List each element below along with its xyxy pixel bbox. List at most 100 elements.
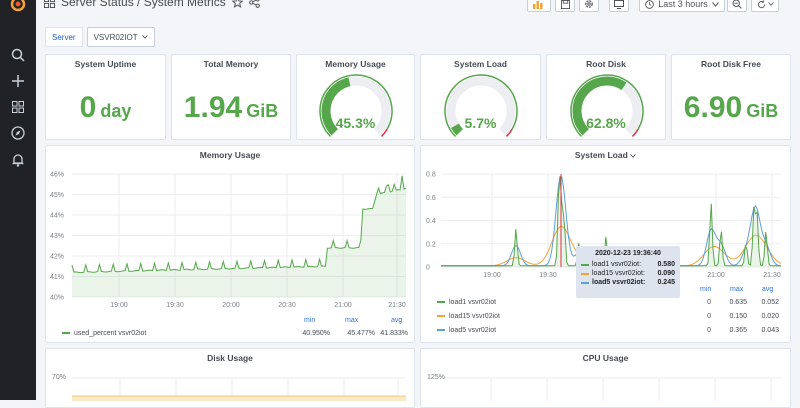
load-legend-min-header: min: [700, 286, 711, 293]
load-legend-series-load5[interactable]: load5 vsvr02iot: [437, 327, 496, 334]
monitor-icon: [614, 0, 624, 9]
load15-legend-min: 0: [686, 313, 711, 320]
legend-swatch: [437, 315, 445, 317]
share-icon[interactable]: [249, 0, 260, 8]
load1-legend-min: 0: [686, 299, 711, 306]
load1-legend-name: load1 vsvr02iot: [449, 299, 496, 306]
uptime-panel-title: System Uptime: [46, 59, 165, 69]
legend-swatch: [437, 329, 445, 331]
tv-mode-button[interactable]: [609, 0, 629, 12]
system-load-gauge-value: 5.7%: [421, 115, 540, 131]
dashboard-grid-icon: [44, 0, 55, 8]
uptime-number: 0: [80, 91, 97, 124]
memory-x-tick: 19:30: [166, 302, 184, 309]
load-y-tick: 0.4: [426, 218, 436, 225]
memory-legend-series[interactable]: used_percent vsvr02iot: [62, 330, 146, 337]
tooltip-time: 2020-12-23 19:36:40: [581, 250, 675, 257]
refresh-button[interactable]: [751, 0, 779, 12]
tooltip-load1-name: load1 vsvr02iot:: [592, 260, 641, 269]
grafana-logo-icon[interactable]: [8, 0, 28, 14]
root-disk-free-number: 6.90: [684, 91, 742, 124]
memory-y-tick: 41%: [50, 274, 64, 281]
legend-swatch: [62, 332, 70, 334]
memory-legend-avg-value: 41.833%: [364, 330, 408, 337]
zoom-out-button[interactable]: [727, 0, 747, 12]
disk-usage-plot[interactable]: [46, 349, 416, 401]
legend-swatch: [581, 273, 589, 275]
zoom-out-icon: [732, 0, 742, 9]
legend-swatch: [581, 264, 589, 266]
load-x-tick: 21:00: [707, 272, 725, 279]
load-y-tick: 0.6: [426, 195, 436, 202]
load-x-tick: 21:30: [763, 272, 781, 279]
cpu-usage-graph-panel[interactable]: CPU Usage 125%: [420, 348, 791, 408]
time-range-picker[interactable]: Last 3 hours: [639, 0, 725, 12]
load-y-tick: 0.2: [426, 241, 436, 248]
load5-legend-avg: 0.043: [749, 327, 779, 334]
page-title[interactable]: Server Status / System Metrics: [61, 0, 226, 9]
tooltip-load1-value: 0.580: [657, 260, 675, 269]
load15-legend-avg: 0.020: [749, 313, 779, 320]
load-y-tick: 0.8: [426, 172, 436, 179]
uptime-unit: day: [100, 101, 131, 121]
save-dashboard-button[interactable]: [555, 0, 575, 12]
sidebar: [0, 0, 36, 400]
top-navbar: Server Status / System Metrics Last 3 ho…: [36, 0, 800, 14]
memory-x-tick: 20:30: [278, 302, 296, 309]
plus-icon[interactable]: [8, 71, 28, 91]
cpu-usage-plot[interactable]: [421, 349, 792, 401]
tooltip-load15-value: 0.090: [657, 269, 675, 278]
time-range-label: Last 3 hours: [658, 0, 708, 9]
load-legend-series-load1[interactable]: load1 vsvr02iot: [437, 299, 496, 306]
disk-usage-graph-panel[interactable]: Disk Usage 70%: [45, 348, 415, 408]
clock-icon: [645, 0, 654, 9]
memory-legend-min-value: 40.950%: [286, 330, 330, 337]
memory-legend-avg-header: avg: [391, 317, 402, 324]
explore-compass-icon[interactable]: [8, 123, 28, 143]
legend-swatch: [437, 301, 445, 303]
load-x-tick: 19:30: [539, 272, 557, 279]
load15-legend-name: load15 vsvr02iot: [449, 313, 500, 320]
memory-y-tick: 40%: [50, 295, 64, 302]
memory-x-tick: 21:30: [388, 302, 406, 309]
load5-legend-max: 0.365: [717, 327, 747, 334]
root-disk-gauge-value: 62.8%: [547, 115, 665, 131]
root-disk-free-unit: GiB: [746, 101, 778, 121]
system-load-gauge-title: System Load: [421, 59, 540, 69]
memory-y-tick: 43%: [50, 233, 64, 240]
root-disk-free-panel-title: Root Disk Free: [672, 59, 790, 69]
system-load-gauge-panel[interactable]: System Load 5.7%: [420, 54, 541, 140]
add-panel-icon: [533, 0, 545, 9]
server-variable-select[interactable]: VSVR02IOT: [87, 27, 155, 47]
variable-bar: Server VSVR02IOT: [45, 27, 155, 47]
tooltip-load5-value: 0.245: [657, 278, 675, 287]
dashboards-icon[interactable]: [8, 97, 28, 117]
dashboard-settings-button[interactable]: [579, 0, 599, 12]
memory-x-tick: 19:00: [110, 302, 128, 309]
star-icon[interactable]: [232, 0, 243, 8]
load-legend-series-load15[interactable]: load15 vsvr02iot: [437, 313, 500, 320]
alerting-bell-icon[interactable]: [8, 150, 28, 170]
root-disk-gauge-panel[interactable]: Root Disk 62.8%: [546, 54, 666, 140]
memory-y-tick: 44%: [50, 213, 64, 220]
search-icon[interactable]: [8, 45, 28, 65]
chevron-down-icon: [712, 2, 719, 7]
memory-legend-max-header: max: [345, 317, 358, 324]
server-variable-value: VSVR02IOT: [94, 33, 138, 42]
total-memory-unit: GiB: [246, 101, 278, 121]
load-graph-tooltip: 2020-12-23 19:36:40 load1 vsvr02iot: 0.58…: [576, 246, 680, 298]
chevron-down-icon: [142, 35, 148, 39]
add-panel-button[interactable]: [527, 0, 551, 12]
load5-legend-name: load5 vsvr02iot: [449, 327, 496, 334]
server-variable-label: Server: [45, 27, 83, 47]
load-y-tick: 0: [426, 265, 430, 272]
memory-usage-gauge-panel[interactable]: Memory Usage 45.3%: [296, 54, 415, 140]
